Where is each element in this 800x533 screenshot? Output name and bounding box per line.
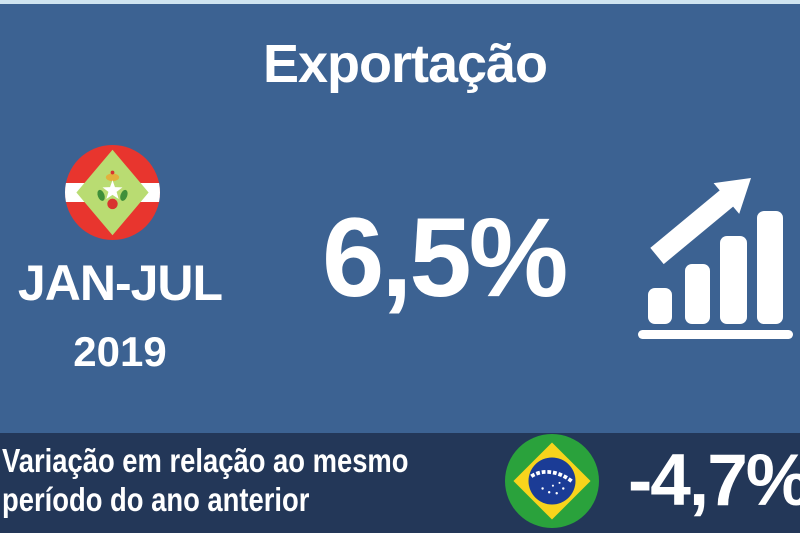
brazil-flag-icon (505, 434, 599, 528)
brazil-variation-value: -4,7% (628, 440, 800, 521)
period-year-label: 2019 (73, 328, 167, 375)
footer-bar: Variação em relação ao mesmo período do … (0, 433, 800, 533)
export-variation-value: 6,5% (322, 195, 568, 320)
page-title: Exportação (262, 34, 548, 94)
santa-catarina-flag-icon (65, 145, 160, 240)
period-range-label: JAN-JUL (17, 255, 223, 311)
rising-bar-chart-arrow-icon (635, 168, 797, 340)
comparison-note: Variação em relação ao mesmo período do … (2, 441, 409, 519)
comparison-note-line2: período do ano anterior (2, 481, 310, 518)
top-border-strip (0, 0, 800, 4)
comparison-note-line1: Variação em relação ao mesmo (2, 442, 409, 479)
